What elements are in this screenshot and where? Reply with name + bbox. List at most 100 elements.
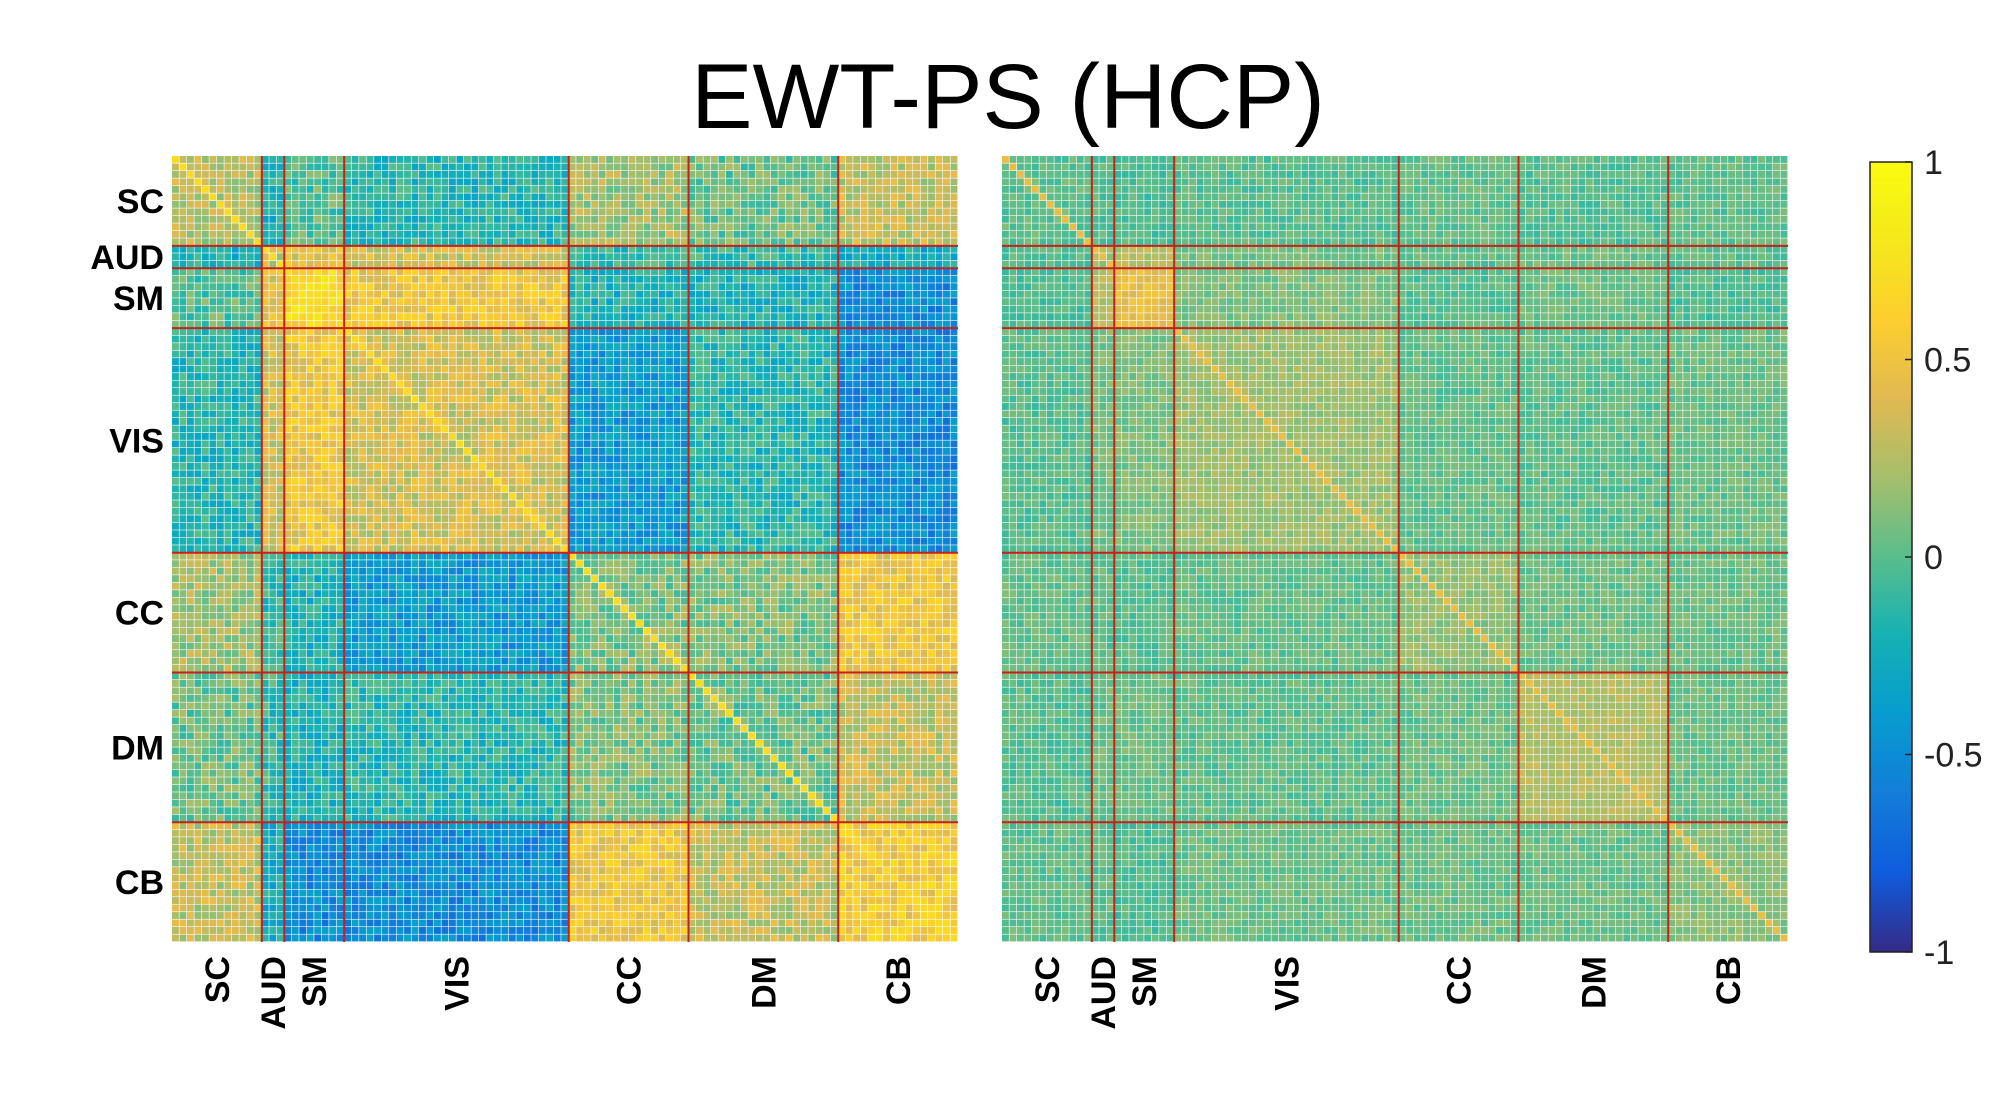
heatmap-cell <box>404 200 411 208</box>
heatmap-cell <box>486 612 494 620</box>
heatmap-cell <box>568 290 576 298</box>
heatmap-cell <box>291 567 299 575</box>
heatmap-cell <box>434 582 441 590</box>
heatmap-cell <box>366 305 374 313</box>
heatmap-cell <box>636 343 643 351</box>
heatmap-cell <box>411 298 419 306</box>
heatmap-cell <box>643 507 651 515</box>
heatmap-cell <box>186 388 194 395</box>
heatmap-cell <box>344 328 352 336</box>
heatmap-cell <box>299 163 307 171</box>
heatmap-cell <box>478 537 486 545</box>
heatmap-cell <box>651 530 658 538</box>
heatmap-cell <box>269 403 277 410</box>
heatmap-cell <box>381 635 389 642</box>
heatmap-cell <box>411 283 419 291</box>
heatmap-cell <box>448 530 456 538</box>
heatmap-cell <box>201 305 209 313</box>
heatmap-cell <box>404 425 411 433</box>
heatmap-cell <box>216 545 224 553</box>
heatmap-cell <box>194 298 202 306</box>
heatmap-cell <box>538 185 546 193</box>
heatmap-cell <box>254 680 262 687</box>
heatmap-cell <box>306 388 314 395</box>
heatmap-cell <box>508 470 516 478</box>
heatmap-cell <box>553 470 561 478</box>
heatmap-cell <box>276 290 284 298</box>
heatmap-cell <box>613 440 621 448</box>
heatmap-cell <box>186 380 194 388</box>
heatmap-cell <box>411 343 419 351</box>
heatmap-cell <box>606 170 614 178</box>
heatmap-cell <box>224 492 232 500</box>
heatmap-cell <box>583 223 591 231</box>
heatmap-cell <box>404 388 411 395</box>
heatmap-cell <box>404 612 411 620</box>
heatmap-cell <box>478 290 486 298</box>
heatmap-cell <box>209 238 217 246</box>
heatmap-cell <box>291 590 299 598</box>
heatmap-cell <box>493 425 501 433</box>
heatmap-cell <box>501 275 509 283</box>
heatmap-cell <box>276 665 284 672</box>
heatmap-cell <box>216 507 224 515</box>
heatmap-cell <box>194 343 202 351</box>
heatmap-cell <box>396 208 404 216</box>
heatmap-cell <box>201 253 209 261</box>
heatmap-cell <box>284 425 292 433</box>
heatmap-cell <box>284 208 292 216</box>
heatmap-cell <box>359 590 367 598</box>
heatmap-cell <box>291 223 299 231</box>
heatmap-cell <box>261 410 269 418</box>
heatmap-cell <box>194 440 202 448</box>
heatmap-cell <box>434 605 441 613</box>
heatmap-cell <box>561 185 569 193</box>
heatmap-cell <box>628 343 636 351</box>
heatmap-cell <box>411 440 419 448</box>
heatmap-cell <box>246 193 254 201</box>
heatmap-cell <box>209 432 217 440</box>
heatmap-cell <box>576 305 584 313</box>
heatmap-cell <box>314 447 322 455</box>
heatmap-cell <box>374 283 381 291</box>
heatmap-cell <box>216 537 224 545</box>
heatmap-cell <box>538 223 546 231</box>
heatmap-cell <box>493 537 501 545</box>
heatmap-cell <box>299 403 307 410</box>
heatmap-cell <box>531 320 539 328</box>
heatmap-cell <box>351 208 359 216</box>
heatmap-cell <box>404 156 411 163</box>
heatmap-cell <box>321 545 329 553</box>
heatmap-cell <box>254 208 262 216</box>
heatmap-cell <box>673 582 681 590</box>
heatmap-cell <box>636 462 643 470</box>
heatmap-cell <box>493 320 501 328</box>
heatmap-cell <box>359 522 367 530</box>
heatmap-cell <box>561 462 569 470</box>
heatmap-cell <box>591 268 599 276</box>
heatmap-cell <box>336 672 344 680</box>
heatmap-cell <box>344 522 352 530</box>
heatmap-cell <box>201 477 209 485</box>
heatmap-cell <box>478 672 486 680</box>
heatmap-cell <box>224 590 232 598</box>
heatmap-cell <box>179 253 187 261</box>
heatmap-cell <box>231 298 239 306</box>
heatmap-cell <box>299 223 307 231</box>
heatmap-cell <box>696 193 703 201</box>
heatmap-cell <box>209 298 217 306</box>
heatmap-cell <box>179 335 187 343</box>
heatmap-cell <box>621 350 629 358</box>
heatmap-cell <box>374 200 381 208</box>
heatmap-cell <box>463 380 471 388</box>
heatmap-cell <box>201 635 209 642</box>
heatmap-cell <box>366 455 374 463</box>
heatmap-cell <box>516 575 524 583</box>
heatmap-cell <box>329 515 337 523</box>
heatmap-cell <box>374 245 381 253</box>
heatmap-cell <box>344 170 352 178</box>
heatmap-cell <box>478 253 486 261</box>
heatmap-cell <box>576 552 584 560</box>
heatmap-cell <box>463 260 471 268</box>
